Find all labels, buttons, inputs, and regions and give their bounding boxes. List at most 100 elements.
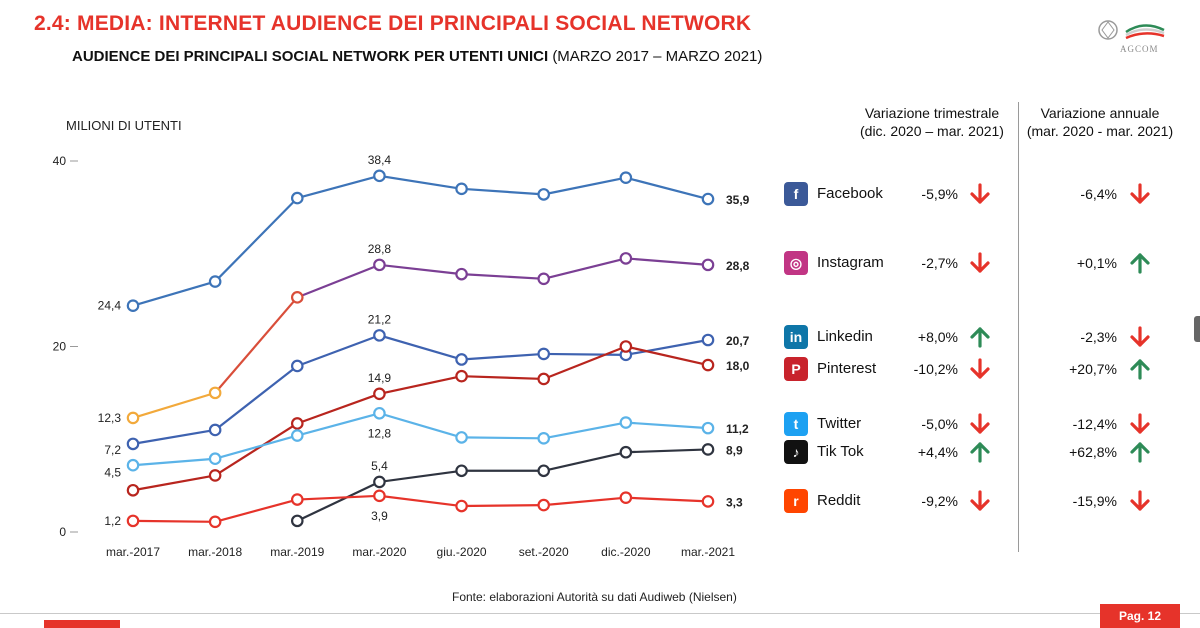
y-tick-label: 40 <box>53 154 67 168</box>
series-line-facebook <box>379 174 462 190</box>
x-tick-label: mar.-2019 <box>270 545 324 559</box>
subtitle-period: (MARZO 2017 – MARZO 2021) <box>552 48 763 65</box>
column-divider <box>1018 102 1019 552</box>
series-line-twitter <box>461 436 544 440</box>
source-note: Fonte: elaborazioni Autorità su dati Aud… <box>452 590 737 604</box>
data-point-facebook <box>208 275 222 288</box>
data-point-instagram <box>537 272 551 286</box>
series-line-linkedin <box>625 338 709 356</box>
data-label-reddit: 3,3 <box>726 495 743 509</box>
data-point-pinterest <box>455 369 468 383</box>
data-label-tik-tok: 8,9 <box>726 443 743 457</box>
data-label-pinterest: 14,9 <box>368 371 392 385</box>
series-line-pinterest <box>214 422 298 477</box>
data-point-twitter <box>701 421 715 435</box>
series-line-tik-tok <box>543 451 627 472</box>
data-point-pinterest <box>373 387 386 401</box>
reddit-icon: r <box>784 489 808 513</box>
data-point-tik-tok <box>455 464 468 478</box>
series-line-linkedin <box>543 352 626 356</box>
data-label-linkedin: 21,2 <box>368 312 392 326</box>
series-line-reddit <box>132 519 216 523</box>
data-label-instagram: 28,8 <box>368 242 392 256</box>
data-label-pinterest: 18,0 <box>726 359 750 373</box>
data-label-tik-tok: 5,4 <box>371 459 388 473</box>
twitter-icon-glyph: t <box>793 416 799 432</box>
series-line-twitter <box>625 421 709 430</box>
series-line-twitter <box>214 434 298 460</box>
series-line-facebook <box>296 174 380 200</box>
arrow-down-icon <box>968 251 992 275</box>
data-point-tik-tok <box>373 475 386 489</box>
data-point-instagram <box>208 386 222 400</box>
series-line-tik-tok <box>296 480 380 522</box>
data-point-linkedin <box>455 353 468 366</box>
x-tick-label: mar.-2020 <box>352 545 406 559</box>
quarterly-change-value: +4,4% <box>917 444 958 460</box>
data-point-instagram <box>373 258 386 272</box>
data-point-linkedin <box>701 333 715 347</box>
quarterly-change-value: -5,9% <box>921 186 958 202</box>
data-point-facebook <box>126 299 140 312</box>
footer-divider <box>0 613 1200 614</box>
data-point-facebook <box>619 171 633 184</box>
tiktok-icon-glyph: ♪ <box>792 444 800 460</box>
series-line-twitter <box>543 421 627 440</box>
data-point-twitter <box>373 406 386 420</box>
annual-change-value: -12,4% <box>1072 416 1117 432</box>
row-platform-name: Reddit <box>817 492 861 509</box>
series-line-pinterest <box>132 474 216 492</box>
series-line-facebook <box>543 176 627 196</box>
data-label-twitter: 11,2 <box>726 422 749 436</box>
data-point-pinterest <box>537 372 551 386</box>
arrow-down-icon <box>1128 182 1152 206</box>
data-point-instagram <box>290 291 304 304</box>
data-label-linkedin: 20,7 <box>726 334 750 348</box>
data-label-reddit: 1,2 <box>104 514 121 528</box>
scroll-handle[interactable] <box>1194 316 1200 342</box>
series-line-instagram <box>379 263 462 276</box>
y-tick-label: 20 <box>53 340 67 354</box>
row-platform-name: Instagram <box>817 254 884 271</box>
data-point-twitter <box>126 458 140 472</box>
annual-header-period: (mar. 2020 - mar. 2021) <box>1026 123 1174 139</box>
data-point-tik-tok <box>619 445 633 459</box>
x-tick-label: dic.-2020 <box>601 545 651 559</box>
series-line-pinterest <box>625 345 709 367</box>
x-tick-label: mar.-2021 <box>681 545 735 559</box>
arrow-down-icon <box>1128 325 1152 349</box>
section-bar <box>44 620 120 628</box>
arrow-down-icon <box>968 489 992 513</box>
arrow-up-icon <box>1128 251 1152 275</box>
arrow-down-icon <box>968 357 992 381</box>
series-line-instagram <box>132 391 216 419</box>
annual-change-value: +62,8% <box>1069 444 1117 460</box>
annual-header-title: Variazione annuale <box>1040 105 1160 121</box>
series-line-facebook <box>461 187 544 196</box>
data-point-pinterest <box>701 358 715 372</box>
series-line-twitter <box>296 412 380 437</box>
page-title: 2.4: MEDIA: INTERNET AUDIENCE DEI PRINCI… <box>34 12 752 35</box>
data-point-twitter <box>208 452 222 466</box>
chart-subtitle: AUDIENCE DEI PRINCIPALI SOCIAL NETWORK P… <box>72 48 762 65</box>
series-line-reddit <box>461 504 544 508</box>
data-point-linkedin <box>290 359 304 373</box>
data-point-instagram <box>455 267 468 281</box>
annual-change-value: -15,9% <box>1072 493 1117 509</box>
y-axis-unit-label: MILIONI DI UTENTI <box>66 118 182 133</box>
data-point-tik-tok <box>290 514 304 528</box>
row-platform-name: Linkedin <box>817 328 873 345</box>
facebook-icon: f <box>784 182 808 206</box>
pinterest-icon-glyph: P <box>791 361 801 377</box>
twitter-icon: t <box>784 412 808 436</box>
arrow-down-icon <box>968 412 992 436</box>
series-line-twitter <box>379 412 462 439</box>
series-line-tik-tok <box>379 469 462 484</box>
series-line-reddit <box>543 496 626 507</box>
annual-change-header: Variazione annuale (mar. 2020 - mar. 202… <box>1022 104 1178 140</box>
facebook-icon-glyph: f <box>793 186 799 202</box>
series-line-facebook <box>625 176 709 201</box>
arrow-up-icon <box>1128 357 1152 381</box>
arrow-down-icon <box>968 182 992 206</box>
data-label-linkedin: 7,2 <box>104 443 121 457</box>
